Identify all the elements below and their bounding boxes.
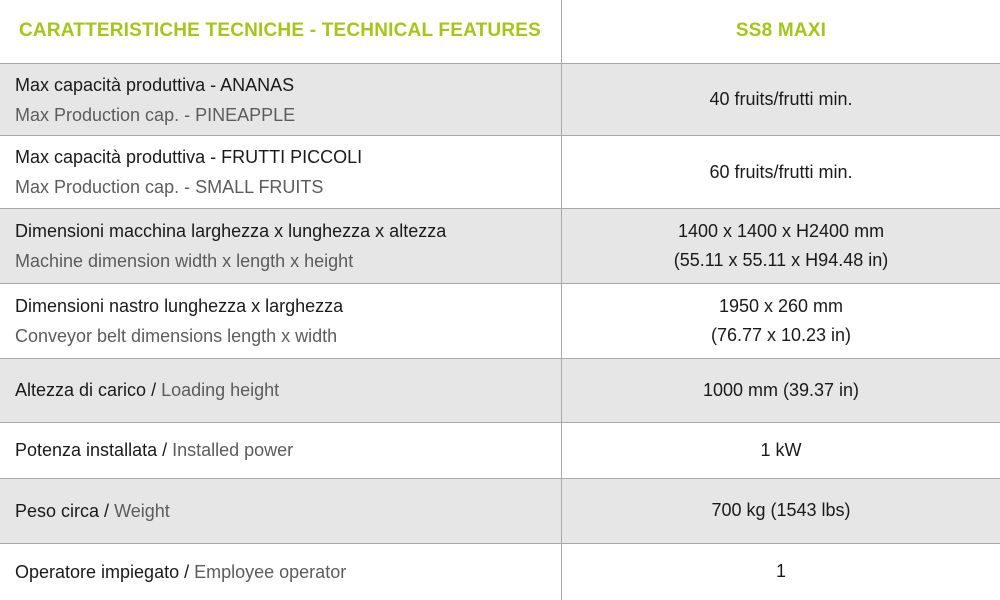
feature-label-italian: Max capacità produttiva - ANANAS [15,74,295,95]
table-row: Dimensioni nastro lunghezza x larghezza … [0,283,1000,360]
feature-label-italian: Max capacità produttiva - FRUTTI PICCOLI [15,147,363,168]
feature-value-cell: 700 kg (1543 lbs) [562,479,1000,543]
feature-label-english: Max Production cap. - PINEAPPLE [15,104,296,125]
feature-value-cell: 1000 mm (39.37 in) [562,359,1000,422]
header-model-name: SS8 MAXI [735,20,827,42]
feature-value-cell: 1950 x 260 mm (76.77 x 10.23 in) [562,284,1000,358]
feature-label-cell: Max capacità produttiva - FRUTTI PICCOLI… [0,136,562,209]
feature-label-english: Installed power [172,440,294,461]
feature-value: 1 kW [760,439,802,460]
feature-label-italian: Dimensioni macchina larghezza x lunghezz… [15,220,447,241]
header-model-cell: SS8 MAXI [562,0,1000,63]
feature-label-english: Max Production cap. - SMALL FRUITS [15,177,324,198]
label-separator: / [146,380,162,401]
feature-label-cell: Max capacità produttiva - ANANAS Max Pro… [0,63,562,136]
table-row: Operatore impiegato / Employee operator … [0,543,1000,600]
feature-label-cell: Altezza di carico / Loading height [0,359,562,422]
feature-label-english: Employee operator [194,561,347,582]
table-row: Potenza installata / Installed power 1 k… [0,422,1000,480]
header-features-cell: CARATTERISTICHE TECNICHE - TECHNICAL FEA… [0,0,562,63]
feature-value-cell: 1 [562,544,1000,600]
feature-value: 40 fruits/frutti min. [709,89,853,110]
label-separator: / [157,440,173,461]
feature-value-cell: 1 kW [562,423,1000,478]
feature-label-english: Machine dimension width x length x heigh… [15,250,354,271]
feature-label-english: Conveyor belt dimensions length x width [15,325,338,346]
feature-value: 1 [775,561,786,582]
feature-label-cell: Dimensioni macchina larghezza x lunghezz… [0,209,562,283]
feature-value-metric: 1950 x 260 mm [718,295,844,316]
feature-value: 1000 mm (39.37 in) [702,379,860,400]
feature-value-cell: 40 fruits/frutti min. [562,64,1000,136]
label-separator: / [99,500,115,521]
header-features-title: CARATTERISTICHE TECNICHE - TECHNICAL FEA… [19,20,541,42]
feature-label-italian: Operatore impiegato [15,561,180,582]
feature-value-cell: 60 fruits/frutti min. [562,136,1000,208]
feature-label-cell: Peso circa / Weight [0,479,562,543]
feature-label-cell: Operatore impiegato / Employee operator [0,543,562,600]
table-header: CARATTERISTICHE TECNICHE - TECHNICAL FEA… [0,0,1000,64]
table-row: Max capacità produttiva - FRUTTI PICCOLI… [0,136,1000,210]
label-separator: / [179,561,195,582]
feature-label-line: Operatore impiegato / Employee operator [15,557,561,587]
feature-label-line: Altezza di carico / Loading height [15,375,561,405]
feature-label-italian: Altezza di carico [15,380,147,401]
table-row: Peso circa / Weight 700 kg (1543 lbs) [0,479,1000,544]
feature-label-cell: Potenza installata / Installed power [0,422,562,479]
feature-label-cell: Dimensioni nastro lunghezza x larghezza … [0,283,562,359]
feature-value-cell: 1400 x 1400 x H2400 mm (55.11 x 55.11 x … [562,209,1000,283]
feature-value: 60 fruits/frutti min. [709,161,853,182]
feature-value-imperial: (76.77 x 10.23 in) [710,324,852,345]
feature-label-italian: Dimensioni nastro lunghezza x larghezza [15,295,344,316]
table-row: Max capacità produttiva - ANANAS Max Pro… [0,63,1000,137]
feature-label-english: Loading height [161,380,280,401]
table-row: Dimensioni macchina larghezza x lunghezz… [0,209,1000,284]
feature-label-italian: Peso circa [15,500,100,521]
feature-label-line: Peso circa / Weight [15,496,561,526]
feature-label-line: Potenza installata / Installed power [15,435,561,465]
feature-value: 700 kg (1543 lbs) [711,500,851,521]
feature-value-metric: 1400 x 1400 x H2400 mm [677,220,885,241]
feature-label-italian: Potenza installata [15,440,158,461]
table-row: Altezza di carico / Loading height 1000 … [0,359,1000,423]
feature-value-imperial: (55.11 x 55.11 x H94.48 in) [673,249,889,270]
feature-label-english: Weight [114,500,170,521]
